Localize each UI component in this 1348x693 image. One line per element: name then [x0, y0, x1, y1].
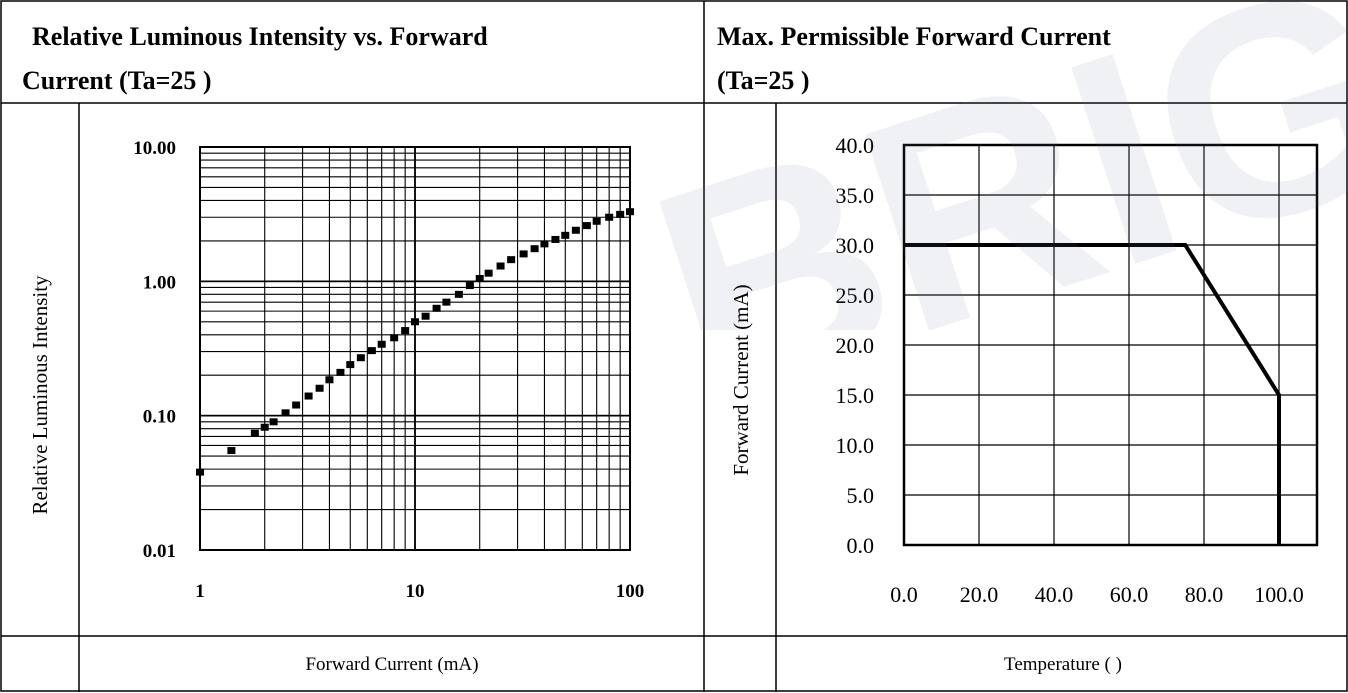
y-axis-label: Relative Luminous Intensity	[28, 275, 52, 515]
x-axis-label: Temperature ( )	[1004, 654, 1122, 675]
data-point	[390, 334, 399, 342]
data-point	[507, 256, 516, 264]
data-point	[315, 384, 324, 392]
plot-border	[199, 146, 631, 551]
y-axis-ticks: 10.00 1.00 0.10 0.01	[133, 138, 176, 562]
data-point	[281, 409, 290, 417]
y-tick-label: 5.0	[847, 483, 875, 508]
data-point	[411, 318, 419, 326]
data-series	[904, 243, 1281, 545]
y-axis-ticks: 40.0 35.0 30.0 25.0 20.0 15.0 10.0 5.0 0.0	[836, 133, 875, 558]
x-tick-label: 20.0	[960, 582, 999, 607]
data-point	[530, 245, 539, 253]
x-tick-label: 1	[195, 581, 205, 602]
data-point	[582, 222, 591, 230]
x-tick-label: 40.0	[1035, 582, 1074, 607]
y-tick-label: 20.0	[836, 333, 875, 358]
x-tick-label: 100.0	[1254, 582, 1304, 607]
y-tick-label: 10.00	[133, 138, 176, 159]
y-tick-label: 1.00	[143, 272, 176, 293]
x-axis-ticks: 1 10 100	[195, 581, 644, 602]
y-tick-label: 0.0	[847, 533, 875, 558]
data-point	[304, 392, 313, 400]
data-series	[196, 208, 634, 476]
data-point	[432, 304, 441, 312]
forward-current-chart: 40.0 35.0 30.0 25.0 20.0 15.0 10.0 5.0 0.0 0.0 20…	[729, 133, 1319, 675]
data-point	[227, 447, 236, 455]
y-tick-label: 25.0	[836, 283, 875, 308]
x-tick-label: 80.0	[1185, 582, 1224, 607]
data-point	[484, 269, 493, 277]
data-point	[519, 250, 528, 258]
data-point	[356, 354, 365, 362]
data-point	[496, 262, 505, 270]
y-tick-label: 15.0	[836, 383, 875, 408]
data-point	[196, 468, 204, 476]
data-point	[454, 290, 463, 298]
series-line	[904, 243, 1281, 545]
data-point	[561, 231, 570, 239]
chart-grid	[199, 146, 631, 551]
y-tick-label: 30.0	[836, 233, 875, 258]
right-header-line2: (Ta=25 )	[717, 66, 810, 95]
x-tick-label: 10	[406, 581, 425, 602]
data-point	[540, 240, 549, 248]
data-point	[325, 376, 334, 384]
data-point	[421, 312, 430, 320]
data-point	[551, 235, 560, 243]
data-point	[336, 368, 345, 376]
data-point	[269, 418, 278, 426]
data-point	[626, 208, 634, 216]
chart-grid	[902, 143, 1319, 547]
y-tick-label: 10.0	[836, 433, 875, 458]
data-point	[571, 226, 580, 234]
y-tick-label: 0.10	[143, 407, 176, 428]
left-header-line2: Current (Ta=25 )	[22, 66, 212, 95]
y-tick-label: 40.0	[836, 133, 875, 158]
data-point	[475, 274, 484, 282]
y-tick-label: 0.01	[143, 541, 176, 562]
data-point	[465, 282, 474, 290]
x-axis-ticks: 0.0 20.0 40.0 60.0 80.0 100.0	[890, 582, 1304, 607]
right-header-line1: Max. Permissible Forward Current	[717, 22, 1111, 51]
data-point	[346, 361, 355, 369]
data-point	[401, 327, 410, 335]
x-axis-label: Forward Current (mA)	[305, 654, 478, 675]
y-tick-label: 35.0	[836, 183, 875, 208]
data-point	[605, 213, 614, 221]
y-axis-label: Forward Current (mA)	[729, 284, 753, 475]
data-point	[292, 401, 301, 409]
data-point	[616, 210, 625, 218]
x-tick-label: 0.0	[890, 582, 918, 607]
luminous-intensity-chart: 10.00 1.00 0.10 0.01 1 10 100 Relative Lumino…	[28, 138, 644, 675]
data-point	[442, 298, 451, 306]
data-point	[260, 423, 269, 431]
data-point	[377, 340, 386, 348]
left-header-line1: Relative Luminous Intensity vs. Forward	[32, 22, 488, 51]
x-tick-label: 100	[616, 581, 645, 602]
data-point	[592, 217, 601, 225]
plot-border	[902, 143, 1319, 547]
data-point	[250, 429, 259, 437]
x-tick-label: 60.0	[1110, 582, 1149, 607]
data-point	[367, 347, 376, 355]
